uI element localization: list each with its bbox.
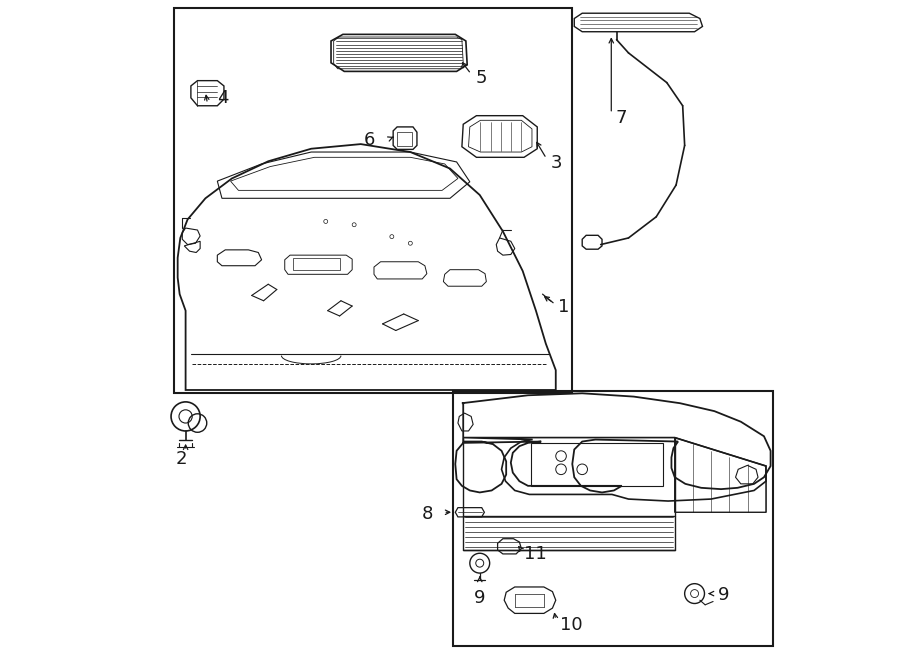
Bar bbox=[454, 391, 772, 646]
Text: 2: 2 bbox=[176, 450, 186, 469]
Text: 3: 3 bbox=[551, 154, 562, 173]
Text: 9: 9 bbox=[474, 589, 485, 607]
Bar bbox=[292, 258, 340, 270]
Bar bbox=[174, 8, 572, 393]
Text: 10: 10 bbox=[560, 615, 582, 634]
Text: 7: 7 bbox=[616, 108, 626, 127]
Text: 9: 9 bbox=[717, 586, 729, 604]
Text: 11: 11 bbox=[524, 545, 547, 563]
Text: 6: 6 bbox=[364, 131, 375, 149]
Text: 1: 1 bbox=[558, 298, 569, 317]
Bar bbox=[397, 132, 411, 146]
Text: 8: 8 bbox=[422, 505, 434, 524]
Text: 5: 5 bbox=[475, 69, 487, 87]
Text: 4: 4 bbox=[217, 89, 229, 107]
